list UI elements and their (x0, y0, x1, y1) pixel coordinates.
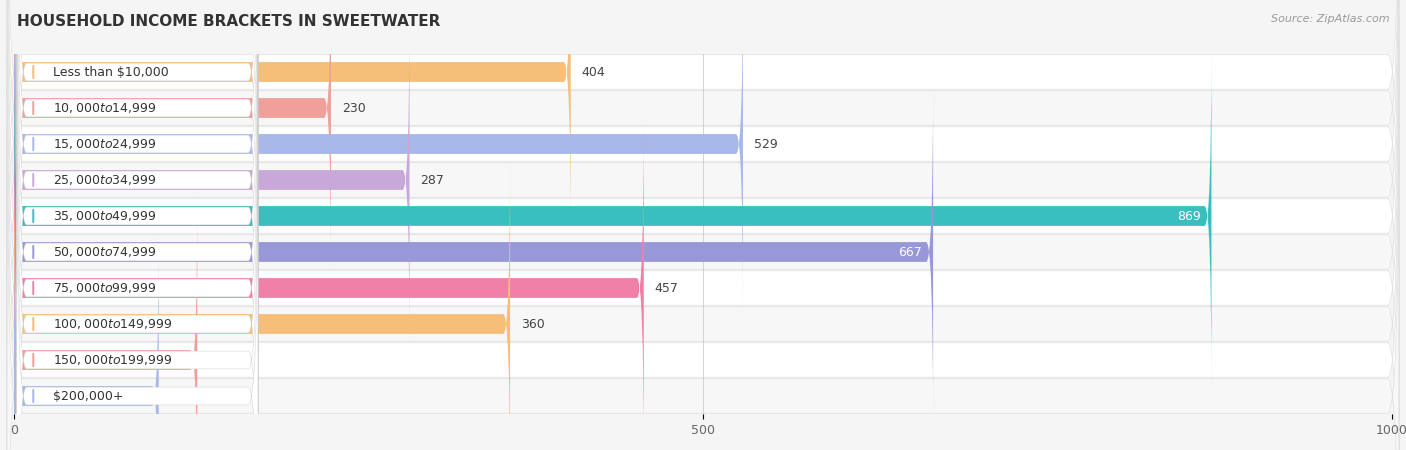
FancyBboxPatch shape (17, 117, 257, 450)
Text: 869: 869 (1177, 210, 1201, 222)
Text: 529: 529 (754, 138, 778, 150)
FancyBboxPatch shape (7, 0, 1399, 450)
FancyBboxPatch shape (14, 46, 1212, 386)
FancyBboxPatch shape (7, 17, 1399, 450)
Text: Less than $10,000: Less than $10,000 (52, 66, 169, 78)
FancyBboxPatch shape (17, 45, 257, 450)
FancyBboxPatch shape (17, 81, 257, 450)
Text: 404: 404 (582, 66, 606, 78)
FancyBboxPatch shape (14, 154, 510, 450)
FancyBboxPatch shape (17, 0, 257, 387)
Text: $200,000+: $200,000+ (52, 390, 124, 402)
FancyBboxPatch shape (14, 0, 571, 242)
FancyBboxPatch shape (7, 0, 1399, 379)
FancyBboxPatch shape (7, 89, 1399, 450)
FancyBboxPatch shape (17, 0, 257, 423)
Text: 287: 287 (420, 174, 444, 186)
FancyBboxPatch shape (17, 0, 257, 450)
Text: HOUSEHOLD INCOME BRACKETS IN SWEETWATER: HOUSEHOLD INCOME BRACKETS IN SWEETWATER (17, 14, 440, 28)
FancyBboxPatch shape (14, 118, 644, 450)
FancyBboxPatch shape (14, 82, 934, 422)
FancyBboxPatch shape (17, 153, 257, 450)
FancyBboxPatch shape (14, 0, 742, 314)
Text: 360: 360 (522, 318, 546, 330)
Text: 133: 133 (208, 354, 232, 366)
Text: $15,000 to $24,999: $15,000 to $24,999 (52, 137, 156, 151)
Text: Source: ZipAtlas.com: Source: ZipAtlas.com (1271, 14, 1389, 23)
Text: $100,000 to $149,999: $100,000 to $149,999 (52, 317, 172, 331)
FancyBboxPatch shape (17, 0, 257, 315)
FancyBboxPatch shape (14, 190, 197, 450)
FancyBboxPatch shape (7, 0, 1399, 450)
Text: $25,000 to $34,999: $25,000 to $34,999 (52, 173, 156, 187)
FancyBboxPatch shape (14, 226, 159, 450)
Text: 230: 230 (342, 102, 366, 114)
Text: $75,000 to $99,999: $75,000 to $99,999 (52, 281, 156, 295)
FancyBboxPatch shape (7, 0, 1399, 343)
FancyBboxPatch shape (14, 10, 409, 350)
Text: $35,000 to $49,999: $35,000 to $49,999 (52, 209, 156, 223)
FancyBboxPatch shape (14, 0, 330, 278)
Text: 105: 105 (170, 390, 194, 402)
Text: $150,000 to $199,999: $150,000 to $199,999 (52, 353, 172, 367)
Text: 457: 457 (655, 282, 679, 294)
FancyBboxPatch shape (7, 53, 1399, 450)
FancyBboxPatch shape (17, 0, 257, 351)
FancyBboxPatch shape (17, 9, 257, 450)
FancyBboxPatch shape (7, 0, 1399, 450)
FancyBboxPatch shape (7, 125, 1399, 450)
Text: 667: 667 (898, 246, 922, 258)
FancyBboxPatch shape (7, 0, 1399, 415)
Text: $50,000 to $74,999: $50,000 to $74,999 (52, 245, 156, 259)
Text: $10,000 to $14,999: $10,000 to $14,999 (52, 101, 156, 115)
